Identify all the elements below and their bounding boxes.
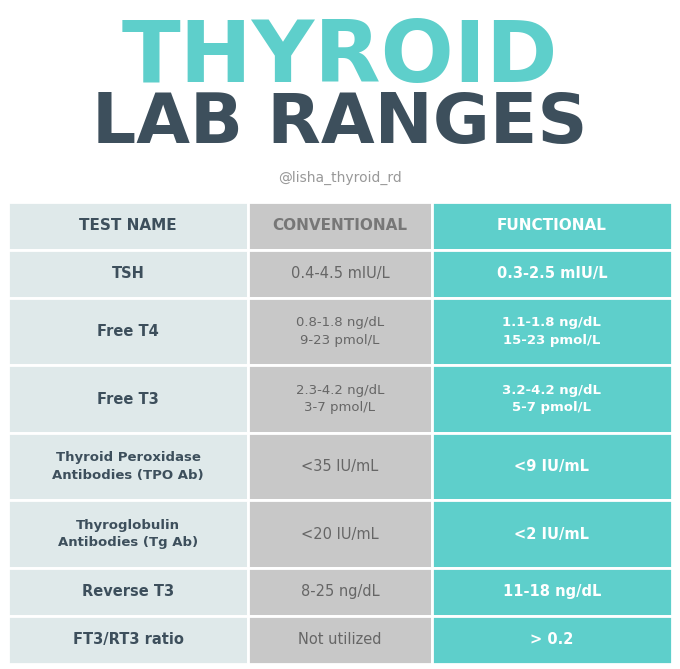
Bar [432, 433, 672, 500]
Text: 11-18 ng/dL: 11-18 ng/dL [503, 585, 601, 599]
Bar [8, 500, 248, 568]
Bar [432, 250, 672, 298]
Bar [248, 615, 432, 664]
Text: Thyroid Peroxidase
Antibodies (TPO Ab): Thyroid Peroxidase Antibodies (TPO Ab) [52, 452, 204, 482]
Bar [432, 568, 672, 615]
Text: Free T3: Free T3 [97, 391, 159, 407]
Bar [8, 568, 248, 615]
Text: CONVENTIONAL: CONVENTIONAL [273, 219, 407, 233]
Text: FUNCTIONAL: FUNCTIONAL [497, 219, 607, 233]
Text: 8-25 ng/dL: 8-25 ng/dL [301, 585, 379, 599]
Bar [8, 365, 248, 433]
Bar [8, 433, 248, 500]
Text: FT3/RT3 ratio: FT3/RT3 ratio [73, 632, 184, 647]
Bar [248, 202, 432, 250]
Bar [248, 298, 432, 365]
Text: TEST NAME: TEST NAME [80, 219, 177, 233]
Text: 0.4-4.5 mIU/L: 0.4-4.5 mIU/L [290, 266, 390, 281]
Text: Reverse T3: Reverse T3 [82, 585, 174, 599]
Text: LAB RANGES: LAB RANGES [92, 90, 588, 157]
Text: Free T4: Free T4 [97, 324, 159, 339]
Text: <2 IU/mL: <2 IU/mL [514, 527, 590, 542]
Bar [432, 365, 672, 433]
Bar [248, 500, 432, 568]
Text: 2.3-4.2 ng/dL
3-7 pmol/L: 2.3-4.2 ng/dL 3-7 pmol/L [296, 384, 384, 414]
Text: @lisha_thyroid_rd: @lisha_thyroid_rd [278, 171, 402, 185]
Bar [432, 298, 672, 365]
Text: 3.2-4.2 ng/dL
5-7 pmol/L: 3.2-4.2 ng/dL 5-7 pmol/L [503, 384, 601, 414]
Text: > 0.2: > 0.2 [530, 632, 573, 647]
Text: <20 IU/mL: <20 IU/mL [301, 527, 379, 542]
Text: Thyroglobulin
Antibodies (Tg Ab): Thyroglobulin Antibodies (Tg Ab) [58, 519, 199, 549]
Text: <35 IU/mL: <35 IU/mL [301, 459, 379, 474]
Text: TSH: TSH [112, 266, 145, 281]
Text: Not utilized: Not utilized [299, 632, 381, 647]
Text: <9 IU/mL: <9 IU/mL [514, 459, 590, 474]
Text: THYROID: THYROID [122, 17, 558, 100]
Bar [8, 298, 248, 365]
Bar [432, 615, 672, 664]
Bar [8, 615, 248, 664]
Bar [432, 202, 672, 250]
Bar [8, 250, 248, 298]
Text: 0.3-2.5 mIU/L: 0.3-2.5 mIU/L [496, 266, 607, 281]
Bar [248, 568, 432, 615]
Bar [432, 500, 672, 568]
Bar [248, 250, 432, 298]
Text: 1.1-1.8 ng/dL
15-23 pmol/L: 1.1-1.8 ng/dL 15-23 pmol/L [503, 316, 601, 347]
Bar [248, 433, 432, 500]
Bar [8, 202, 248, 250]
Text: 0.8-1.8 ng/dL
9-23 pmol/L: 0.8-1.8 ng/dL 9-23 pmol/L [296, 316, 384, 347]
Bar [248, 365, 432, 433]
